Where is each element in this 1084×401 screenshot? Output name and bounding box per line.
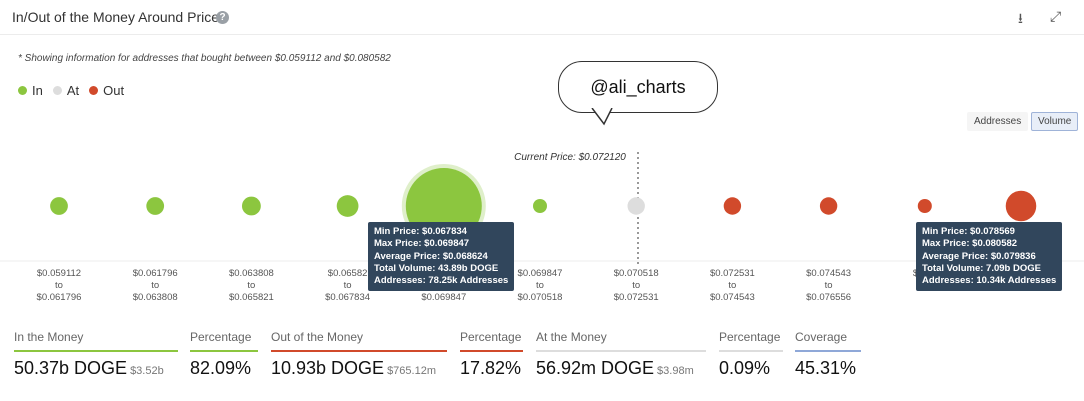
stat-in-percentage: Percentage 82.09% — [190, 330, 258, 379]
bubble-7[interactable] — [627, 197, 645, 215]
x-tick-label: $0.072531 — [614, 292, 659, 303]
x-tick-label: to — [247, 280, 255, 291]
stat-at-percentage: Percentage 0.09% — [719, 330, 783, 379]
download-icon[interactable]: ⭳ — [1018, 10, 1023, 26]
bubble-11[interactable] — [1005, 190, 1037, 222]
x-tick-label: to — [344, 280, 352, 291]
legend-item-out[interactable]: Out — [89, 83, 124, 98]
stat-in-the-money: In the Money 50.37b DOGE $3.52b — [14, 330, 178, 379]
stat-out-percentage: Percentage 17.82% — [460, 330, 523, 378]
panel-title: In/Out of the Money Around Price — [12, 9, 220, 25]
x-tick-label: $0.06582 — [328, 268, 368, 279]
bubble-10[interactable] — [917, 198, 932, 214]
x-tick-label: $0.070518 — [614, 268, 659, 279]
stat-out-of-the-money: Out of the Money 10.93b DOGE $765.12m — [271, 330, 447, 379]
x-tick-label: $0.074543 — [710, 292, 755, 303]
bubble-4[interactable] — [336, 195, 359, 217]
tooltip-bucket-5: Min Price: $0.067834 Max Price: $0.06984… — [368, 222, 515, 292]
speech-bubble-tail — [591, 108, 613, 126]
x-tick-label: $0.063808 — [133, 292, 178, 303]
expand-icon[interactable]: ⤢ — [1050, 8, 1062, 24]
tooltip-bucket-11: Min Price: $0.078569 Max Price: $0.08058… — [916, 222, 1063, 292]
x-tick-label: $0.070518 — [518, 292, 563, 303]
range-note: * Showing information for addresses that… — [18, 53, 391, 64]
toggle-volume[interactable]: Volume — [1031, 112, 1079, 131]
bubble-1[interactable] — [50, 197, 68, 215]
stat-coverage: Coverage 45.31% — [795, 330, 861, 379]
x-tick-label: $0.063808 — [229, 268, 274, 279]
x-tick-label: $0.067834 — [325, 292, 370, 303]
x-tick-label: $0.065821 — [229, 292, 274, 303]
bubble-2[interactable] — [146, 197, 165, 215]
x-tick-label: to — [632, 280, 640, 291]
x-tick-label: to — [825, 280, 833, 291]
bubble-9[interactable] — [819, 197, 838, 215]
toggle-addresses[interactable]: Addresses — [967, 112, 1029, 131]
stats-row: In the Money 50.37b DOGE $3.52b Percentag… — [0, 330, 1084, 390]
x-tick-label: $0.074543 — [806, 268, 851, 279]
x-tick-label: to — [728, 280, 736, 291]
stat-at-the-money: At the Money 56.92m DOGE $3.98m — [536, 330, 706, 379]
legend: In At Out — [18, 83, 124, 98]
x-tick-label: $0.069847 — [518, 268, 563, 279]
x-tick-label: $0.072531 — [710, 268, 755, 279]
x-tick-label: $0.069847 — [421, 292, 466, 303]
panel-header: In/Out of the Money Around Price ? ⭳ ⤢ — [0, 0, 1084, 35]
speech-bubble: @ali_charts — [558, 61, 718, 113]
bubble-6[interactable] — [533, 199, 547, 213]
x-tick-label: to — [55, 280, 63, 291]
legend-item-at[interactable]: At — [52, 83, 79, 98]
bubble-3[interactable] — [241, 196, 261, 216]
x-tick-label: $0.061796 — [37, 292, 82, 303]
x-tick-label: to — [151, 280, 159, 291]
bubble-8[interactable] — [723, 197, 742, 215]
current-price-label: Current Price: $0.072120 — [514, 152, 626, 163]
question-circle-icon[interactable]: ? — [216, 11, 229, 24]
x-tick-label: $0.059112 — [37, 268, 81, 279]
x-tick-label: $0.061796 — [133, 268, 178, 279]
x-tick-label: $0.076556 — [806, 292, 851, 303]
legend-item-in[interactable]: In — [18, 83, 43, 98]
x-tick-label: to — [536, 280, 544, 291]
